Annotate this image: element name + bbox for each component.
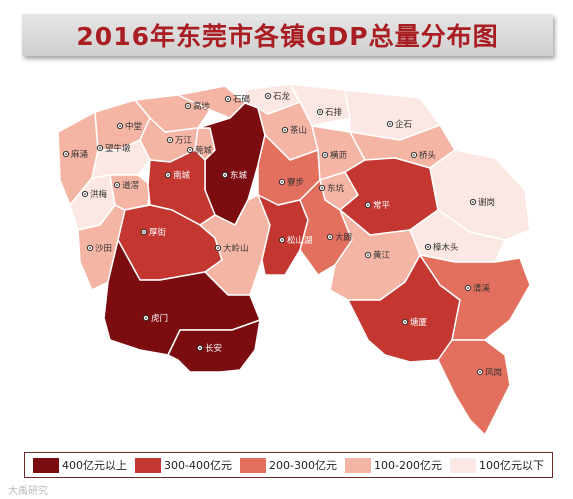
legend-swatch [449, 457, 476, 473]
town-marker-center [284, 129, 286, 131]
town-label: 桥头 [419, 150, 437, 161]
town-marker-center [329, 236, 331, 238]
legend-swatch [33, 457, 59, 473]
town-marker-center [467, 287, 469, 289]
town-label: 万江 [175, 136, 193, 146]
town-marker-center [217, 247, 219, 249]
town-marker-center [89, 247, 91, 249]
town-label: 麻涌 [71, 149, 88, 160]
town-marker-center [199, 347, 201, 349]
legend-label: 100-200亿元 [373, 459, 442, 472]
region-fenggang[interactable] [437, 339, 511, 436]
town-marker-center [119, 125, 121, 127]
town-label: 石龙 [273, 91, 291, 102]
town-marker-center [65, 153, 67, 155]
town-label: 南城 [173, 170, 191, 181]
town-label: 寮步 [287, 177, 304, 188]
town-label: 高埗 [193, 101, 211, 112]
town-label: 长安 [205, 343, 222, 354]
town-label: 东城 [230, 170, 248, 181]
town-label: 横沥 [330, 150, 348, 161]
town-label: 清溪 [473, 283, 491, 294]
region-changan[interactable] [167, 319, 261, 373]
town-marker-center [116, 184, 118, 186]
map-title-bar: 2016年东莞市各镇GDP总量分布图 [22, 14, 553, 56]
town-label: 虎门 [151, 313, 168, 324]
town-marker-center [367, 204, 369, 206]
town-marker-center [281, 181, 283, 183]
town-label: 大朗 [335, 232, 352, 243]
town-marker-center [324, 154, 326, 156]
legend-item-300-400: 300-400亿元 [135, 457, 232, 473]
town-label: 道滘 [122, 180, 139, 191]
legend-item-400plus: 400亿元以上 [33, 457, 127, 473]
town-marker-center [167, 174, 169, 176]
town-marker-center [319, 111, 321, 113]
town-label: 茶山 [290, 125, 307, 136]
town-marker-center [389, 123, 391, 125]
legend-label: 300-400亿元 [164, 459, 232, 472]
town-label: 大岭山 [223, 243, 249, 254]
town-marker-center [99, 147, 101, 149]
legend-item-100below: 100亿元以下 [449, 457, 544, 473]
town-marker-center [367, 254, 369, 256]
town-marker-center [267, 95, 269, 97]
legend-label: 400亿元以上 [62, 459, 127, 472]
watermark: 大禹研究 [8, 486, 48, 497]
town-label: 沙田 [95, 244, 112, 254]
legend: 400亿元以上 300-400亿元 200-300亿元 100-200亿元 10… [24, 452, 553, 478]
town-marker-center [169, 139, 171, 141]
region-shipai[interactable] [289, 83, 351, 127]
legend-label: 100亿元以下 [478, 459, 544, 472]
town-marker-center [187, 105, 189, 107]
map-title: 2016年东莞市各镇GDP总量分布图 [76, 22, 499, 51]
town-marker-center [143, 231, 145, 233]
town-label: 望牛墩 [105, 143, 131, 154]
town-marker-center [189, 149, 191, 151]
legend-swatch [344, 457, 371, 473]
town-marker-center [404, 321, 406, 323]
town-marker-center [227, 98, 229, 100]
town-label: 樟木头 [433, 242, 459, 253]
town-label: 谢岗 [478, 197, 495, 208]
town-marker-center [84, 193, 86, 195]
town-label: 凤岗 [485, 367, 502, 378]
town-label: 洪梅 [90, 189, 108, 200]
legend-label: 200-300亿元 [269, 459, 337, 472]
town-label: 厚街 [149, 227, 167, 238]
town-label: 黄江 [373, 250, 391, 261]
town-marker-center [281, 239, 283, 241]
town-label: 莞城 [195, 145, 213, 156]
legend-swatch [135, 457, 162, 473]
town-marker-center [427, 246, 429, 248]
legend-item-100-200: 100-200亿元 [344, 457, 442, 473]
legend-item-200-300: 200-300亿元 [240, 457, 337, 473]
region-qingxi[interactable] [419, 254, 531, 341]
town-marker-center [479, 371, 481, 373]
town-label: 塘厦 [410, 317, 428, 328]
town-marker-center [224, 174, 226, 176]
town-label: 石排 [325, 107, 343, 118]
town-label: 中堂 [125, 121, 142, 132]
legend-swatch [240, 457, 266, 473]
town-label: 企石 [395, 119, 412, 130]
town-label: 松山湖 [287, 235, 313, 246]
town-label: 东坑 [327, 183, 345, 194]
town-label: 常平 [373, 200, 391, 211]
town-label: 石碣 [233, 95, 250, 105]
town-marker-center [413, 154, 415, 156]
town-marker-center [321, 187, 323, 189]
town-marker-center [472, 201, 474, 203]
town-marker-center [145, 317, 147, 319]
